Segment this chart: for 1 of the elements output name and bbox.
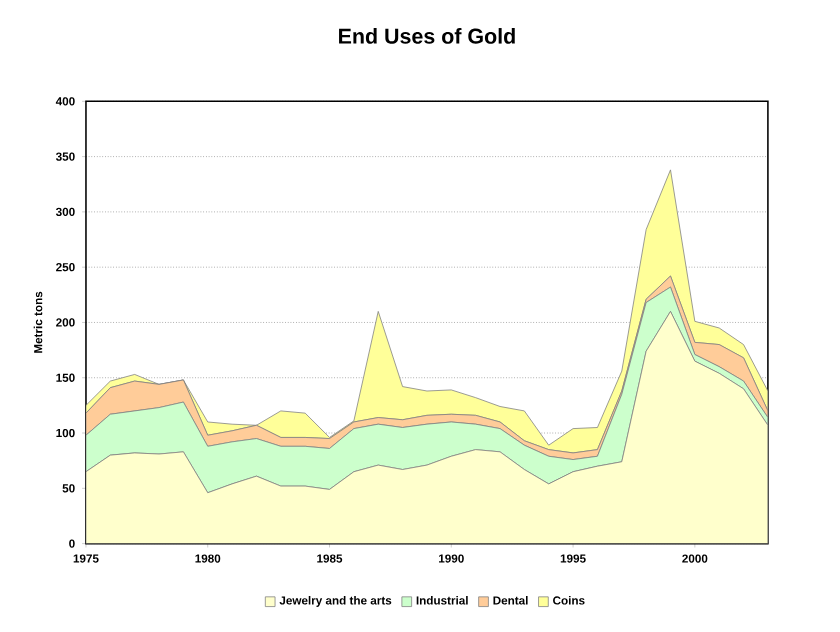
chart-title: End Uses of Gold: [339, 28, 515, 45]
